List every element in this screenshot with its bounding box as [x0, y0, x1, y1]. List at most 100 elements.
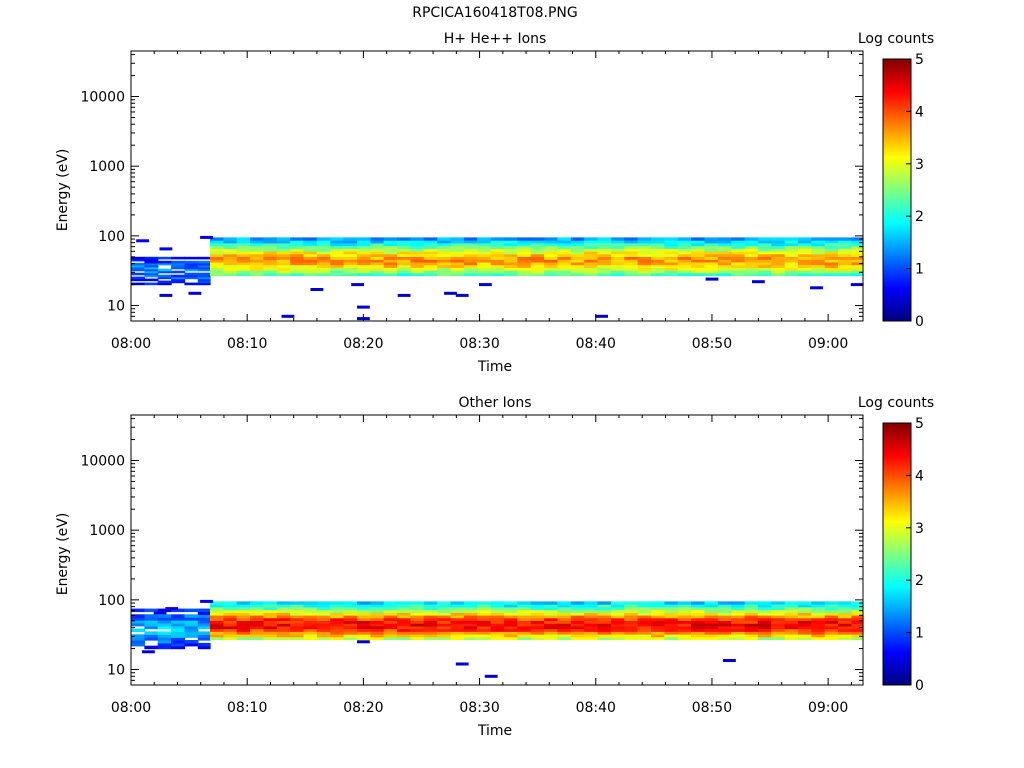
- heatmap-cell: [210, 612, 224, 616]
- heatmap-cell: [530, 604, 545, 608]
- heatmap-cell: [757, 604, 772, 608]
- heatmap-cell: [530, 620, 545, 624]
- heatmap-cell: [303, 261, 318, 266]
- heatmap-cell: [504, 251, 518, 255]
- heatmap-cell: [263, 617, 278, 621]
- heatmap-cell: [463, 612, 478, 616]
- heatmap-cell: [184, 264, 199, 268]
- heatmap-cell: [544, 259, 559, 263]
- heatmap-cell: [316, 628, 331, 632]
- heatmap-cell: [410, 601, 425, 605]
- heatmap-cell: [624, 617, 639, 621]
- heatmap-cell: [784, 242, 799, 247]
- heatmap-cell: [704, 609, 719, 613]
- heatmap-cell: [437, 615, 452, 619]
- heatmap-cell: [824, 256, 839, 260]
- heatmap-cell: [811, 609, 826, 613]
- panel2-spectrogram: 08:00 08:10 08:20 08:30 08:40 08:50 09:0010100…: [80, 414, 924, 716]
- heatmap-cell: [303, 251, 318, 255]
- heatmap-cell: [784, 612, 799, 616]
- heatmap-cell: [330, 606, 345, 611]
- heatmap-cell: [637, 604, 652, 608]
- heatmap-cell: [811, 272, 826, 277]
- heatmap-cell: [263, 251, 278, 255]
- heatmap-cell: [597, 628, 612, 632]
- heatmap-cell: [197, 642, 211, 647]
- heatmap-cell: [477, 628, 492, 632]
- heatmap-cell: [597, 253, 612, 257]
- heatmap-cell: [610, 237, 625, 241]
- heatmap-cell: [811, 617, 826, 621]
- panel2-ylabel: Energy (eV): [55, 513, 71, 596]
- heatmap-cell: [744, 267, 759, 271]
- heatmap-cell: [250, 253, 265, 257]
- heatmap-cell: [637, 601, 652, 605]
- heatmap-cell: [757, 617, 772, 621]
- heatmap-cell: [717, 245, 732, 249]
- heatmap-cell: [263, 240, 278, 244]
- heatmap-cell: [797, 237, 812, 241]
- heatmap-cell: [343, 251, 358, 255]
- heatmap-cell: [157, 268, 172, 272]
- heatmap-cell: [131, 640, 145, 644]
- heatmap-cell: [290, 245, 305, 249]
- heatmap-cell: [477, 601, 492, 605]
- heatmap-cell: [131, 258, 145, 262]
- heatmap-cell: [236, 261, 251, 266]
- heatmap-cell: [290, 609, 305, 613]
- heatmap-cell: [263, 248, 278, 252]
- heatmap-cell: [717, 270, 732, 274]
- heatmap-cell: [544, 606, 559, 611]
- heatmap-cell: [463, 272, 478, 277]
- heatmap-cell: [157, 637, 172, 641]
- heatmap-cell: [276, 240, 291, 244]
- heatmap-cell: [330, 242, 345, 247]
- heatmap-cell: [171, 640, 186, 644]
- x-tick-label: 09:00: [808, 336, 848, 352]
- heatmap-cell: [811, 606, 826, 611]
- heatmap-cell: [383, 631, 398, 635]
- heatmap-cell: [410, 625, 425, 630]
- heatmap-cell: [664, 259, 679, 263]
- heatmap-cell: [757, 636, 772, 641]
- heatmap-cell: [557, 625, 572, 630]
- heatmap-cell: [771, 612, 786, 616]
- heatmap-cell: [637, 248, 652, 252]
- heatmap-cell: [570, 615, 585, 619]
- heatmap-cell: [570, 636, 585, 641]
- heatmap-cell: [797, 256, 812, 260]
- heatmap-cell: [610, 270, 625, 274]
- heatmap-cell: [383, 623, 398, 627]
- heatmap-cell: [144, 622, 159, 627]
- heatmap-cell: [797, 634, 812, 638]
- heatmap-cell: [637, 272, 652, 277]
- heatmap-cell: [450, 240, 465, 244]
- colorbar-tick-label: 4: [915, 468, 924, 484]
- heatmap-cell: [463, 631, 478, 635]
- heatmap-cell: [731, 253, 746, 257]
- heatmap-cell: [651, 623, 665, 627]
- heatmap-cell: [624, 267, 639, 271]
- heatmap-cell: [504, 259, 518, 263]
- heatmap-cell: [330, 620, 345, 624]
- heatmap-cell: [184, 282, 199, 286]
- heatmap-cell: [784, 253, 799, 257]
- heatmap-cell: [437, 261, 452, 266]
- heatmap-cell: [637, 636, 652, 641]
- heatmap-cell: [637, 245, 652, 249]
- heatmap-cell: [290, 259, 305, 263]
- heatmap-cell: [343, 601, 358, 605]
- heatmap-cell: [731, 264, 746, 268]
- heatmap-cell: [184, 640, 199, 644]
- heatmap-cell: [357, 631, 371, 635]
- heatmap-cell: [477, 634, 492, 638]
- heatmap-cell: [584, 245, 599, 249]
- x-tick-label: 08:20: [343, 700, 383, 716]
- heatmap-cell: [357, 237, 371, 241]
- heatmap-cell: [744, 259, 759, 263]
- heatmap-cell: [250, 248, 265, 252]
- heatmap-cell: [157, 262, 172, 266]
- heatmap-cell: [370, 604, 385, 608]
- heatmap-cell: [504, 625, 518, 630]
- heatmap-cell: [651, 261, 665, 266]
